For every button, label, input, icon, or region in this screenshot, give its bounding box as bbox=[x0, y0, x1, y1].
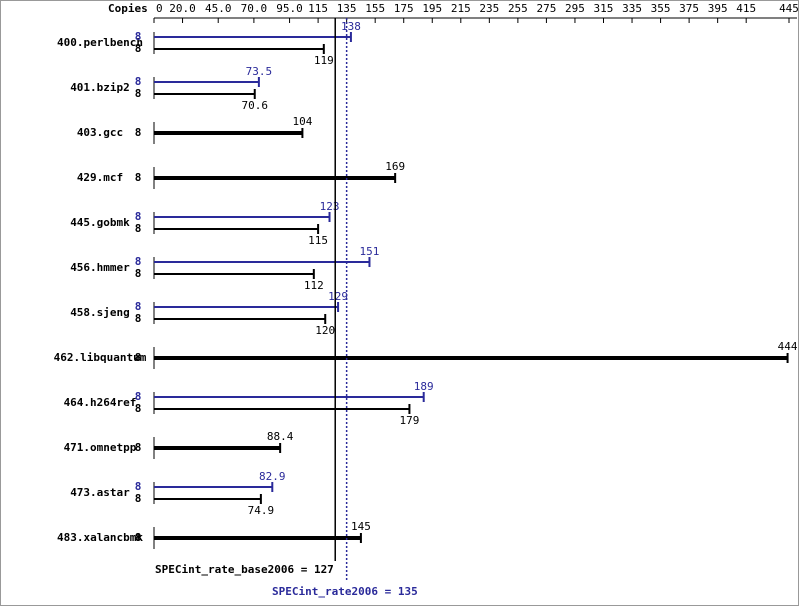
category-label: 473.astar bbox=[70, 486, 130, 499]
value-label: 179 bbox=[399, 414, 419, 427]
copies-label: 8 bbox=[135, 87, 142, 100]
x-tick-label: 375 bbox=[679, 2, 699, 15]
category-label: 471.omnetpp bbox=[64, 441, 137, 454]
copies-header: Copies bbox=[108, 2, 148, 15]
value-label: 151 bbox=[360, 245, 380, 258]
value-label: 145 bbox=[351, 520, 371, 533]
copies-label: 8 bbox=[135, 126, 142, 139]
value-label: 119 bbox=[314, 54, 334, 67]
copies-label: 8 bbox=[135, 171, 142, 184]
value-label: 138 bbox=[341, 20, 361, 33]
copies-label: 8 bbox=[135, 351, 142, 364]
category-label: 462.libquantum bbox=[54, 351, 147, 364]
value-label: 444 bbox=[778, 340, 798, 353]
copies-label: 8 bbox=[135, 441, 142, 454]
copies-label: 8 bbox=[135, 531, 142, 544]
value-label: 129 bbox=[328, 290, 348, 303]
copies-label: 8 bbox=[135, 75, 142, 88]
category-label: 456.hmmer bbox=[70, 261, 130, 274]
copies-label: 8 bbox=[135, 222, 142, 235]
copies-label: 8 bbox=[135, 492, 142, 505]
category-label: 401.bzip2 bbox=[70, 81, 130, 94]
copies-label: 8 bbox=[135, 42, 142, 55]
value-label: 115 bbox=[308, 234, 328, 247]
x-tick-label: 335 bbox=[622, 2, 642, 15]
x-tick-label: 175 bbox=[394, 2, 414, 15]
reference-label: SPECint_rate_base2006 = 127 bbox=[155, 563, 334, 576]
copies-label: 8 bbox=[135, 480, 142, 493]
x-tick-label: 275 bbox=[536, 2, 556, 15]
category-label: 400.perlbench bbox=[57, 36, 143, 49]
category-label: 458.sjeng bbox=[70, 306, 130, 319]
x-tick-label: 20.0 bbox=[169, 2, 196, 15]
copies-label: 8 bbox=[135, 267, 142, 280]
x-tick-label: 395 bbox=[708, 2, 728, 15]
category-label: 445.gobmk bbox=[70, 216, 130, 229]
copies-label: 8 bbox=[135, 300, 142, 313]
x-tick-label: 70.0 bbox=[241, 2, 268, 15]
x-tick-label: 195 bbox=[422, 2, 442, 15]
x-tick-label: 0 bbox=[156, 2, 163, 15]
reference-label: SPECint_rate2006 = 135 bbox=[272, 585, 418, 598]
category-label: 483.xalancbmk bbox=[57, 531, 143, 544]
category-label: 403.gcc bbox=[77, 126, 123, 139]
value-label: 189 bbox=[414, 380, 434, 393]
value-label: 123 bbox=[320, 200, 340, 213]
x-tick-label: 135 bbox=[337, 2, 357, 15]
value-label: 82.9 bbox=[259, 470, 286, 483]
value-label: 70.6 bbox=[241, 99, 268, 112]
x-tick-label: 155 bbox=[365, 2, 385, 15]
category-label: 429.mcf bbox=[77, 171, 123, 184]
copies-label: 8 bbox=[135, 402, 142, 415]
value-label: 104 bbox=[292, 115, 312, 128]
value-label: 120 bbox=[315, 324, 335, 337]
value-label: 74.9 bbox=[248, 504, 275, 517]
x-tick-label: 115 bbox=[308, 2, 328, 15]
x-tick-label: 315 bbox=[594, 2, 614, 15]
copies-label: 8 bbox=[135, 390, 142, 403]
x-tick-label: 415 bbox=[736, 2, 756, 15]
x-tick-label: 235 bbox=[479, 2, 499, 15]
copies-label: 8 bbox=[135, 30, 142, 43]
copies-label: 8 bbox=[135, 210, 142, 223]
value-label: 112 bbox=[304, 279, 324, 292]
x-tick-label: 355 bbox=[651, 2, 671, 15]
x-tick-label: 45.0 bbox=[205, 2, 232, 15]
x-tick-label: 215 bbox=[451, 2, 471, 15]
value-label: 88.4 bbox=[267, 430, 294, 443]
x-tick-label: 255 bbox=[508, 2, 528, 15]
category-label: 464.h264ref bbox=[64, 396, 137, 409]
x-tick-label: 445 bbox=[779, 2, 799, 15]
x-tick-label: 295 bbox=[565, 2, 585, 15]
copies-label: 8 bbox=[135, 255, 142, 268]
value-label: 169 bbox=[385, 160, 405, 173]
copies-label: 8 bbox=[135, 312, 142, 325]
value-label: 73.5 bbox=[246, 65, 273, 78]
x-tick-label: 95.0 bbox=[276, 2, 303, 15]
